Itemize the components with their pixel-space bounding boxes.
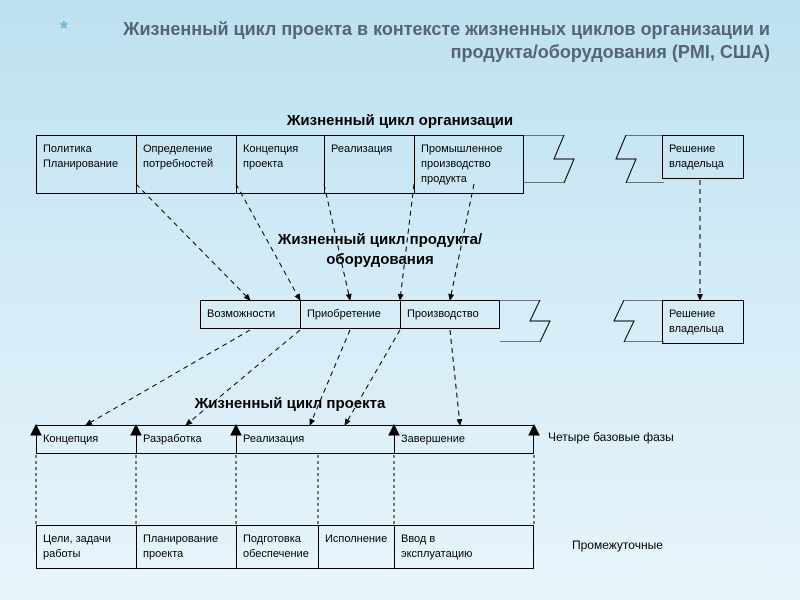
proj-cell-0: Концепция bbox=[36, 425, 136, 454]
org-cell-3: Реализация bbox=[324, 135, 414, 194]
project-intermediate-row: Цели, задачиработы Планированиепроекта П… bbox=[36, 525, 534, 569]
int-cell-1: Планированиепроекта bbox=[136, 525, 236, 569]
int-cell-3: Исполнение bbox=[318, 525, 394, 569]
phases-label: Четыре базовые фазы bbox=[548, 430, 674, 444]
project-phases-row: Концепция Разработка Реализация Завершен… bbox=[36, 425, 534, 454]
int-cell-4: Ввод вэксплуатацию bbox=[394, 525, 534, 569]
section-title-project: Жизненный цикл проекта bbox=[160, 395, 420, 412]
prod-cell-0: Возможности bbox=[200, 300, 300, 329]
break-icon bbox=[500, 300, 664, 342]
org-cell-0: ПолитикаПланирование bbox=[36, 135, 136, 194]
int-cell-2: Подготовкаобеспечение bbox=[236, 525, 318, 569]
org-lifecycle-row: ПолитикаПланирование Определениепотребно… bbox=[36, 135, 524, 194]
page-title: Жизненный цикл проекта в контексте жизне… bbox=[50, 18, 770, 65]
prod-cell-1: Приобретение bbox=[300, 300, 400, 329]
section-title-product: Жизненный цикл продукта/оборудования bbox=[250, 230, 510, 269]
org-cell-2: Концепцияпроекта bbox=[236, 135, 324, 194]
int-cell-0: Цели, задачиработы bbox=[36, 525, 136, 569]
intermediate-label: Промежуточные bbox=[572, 538, 663, 552]
proj-cell-3: Завершение bbox=[394, 425, 534, 454]
product-lifecycle-row: Возможности Приобретение Производство bbox=[200, 300, 500, 329]
org-far-cell: Решениевладельца bbox=[662, 135, 744, 179]
proj-cell-1: Разработка bbox=[136, 425, 236, 454]
break-icon bbox=[524, 135, 664, 183]
proj-cell-2: Реализация bbox=[236, 425, 394, 454]
asterisk-icon: * bbox=[60, 18, 68, 41]
org-cell-4: Промышленноепроизводствопродукта bbox=[414, 135, 524, 194]
prod-far-cell: Решениевладельца bbox=[662, 300, 744, 344]
section-title-org: Жизненный цикл организации bbox=[0, 112, 800, 129]
org-cell-1: Определениепотребностей bbox=[136, 135, 236, 194]
prod-cell-2: Производство bbox=[400, 300, 500, 329]
